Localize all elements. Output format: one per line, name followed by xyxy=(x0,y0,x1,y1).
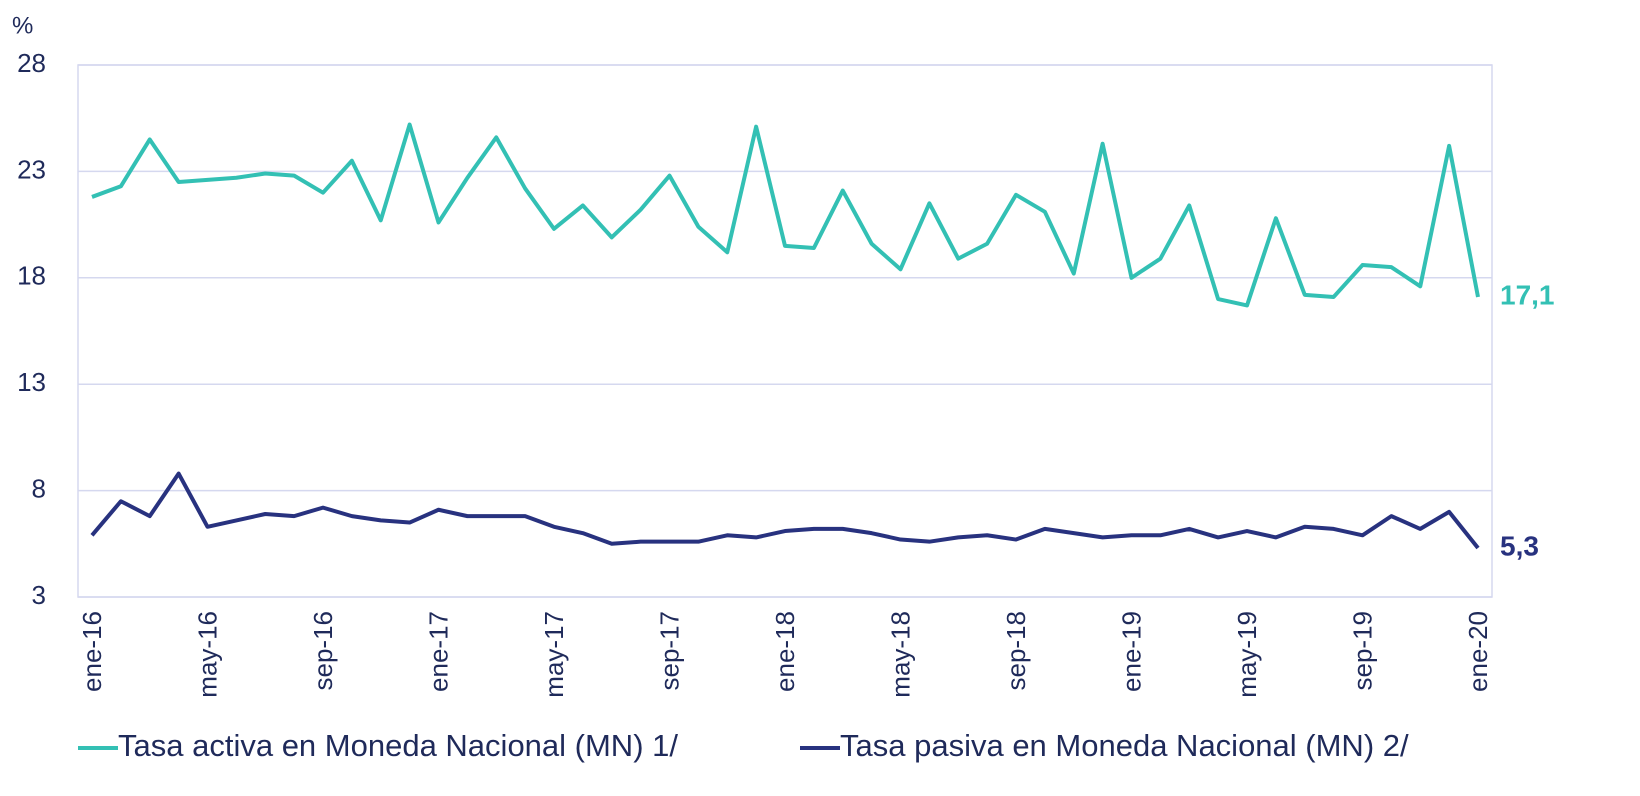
y-tick-label: 28 xyxy=(17,48,46,78)
y-tick-label: 13 xyxy=(17,367,46,397)
legend-label: Tasa pasiva en Moneda Nacional (MN) 2/ xyxy=(840,728,1409,763)
x-tick-label: may-18 xyxy=(885,611,915,698)
y-unit: % xyxy=(12,12,33,39)
x-tick-label: ene-17 xyxy=(423,611,453,692)
x-tick-label: ene-18 xyxy=(770,611,800,692)
x-tick-label: may-17 xyxy=(539,611,569,698)
x-tick-label: may-19 xyxy=(1232,611,1262,698)
x-tick-label: ene-16 xyxy=(77,611,107,692)
y-tick-label: 8 xyxy=(32,473,46,503)
value-label: 5,3 xyxy=(1500,530,1539,561)
x-tick-label: ene-19 xyxy=(1116,611,1146,692)
x-tick-label: sep-18 xyxy=(1001,611,1031,691)
series-line xyxy=(91,122,1480,308)
value-label: 17,1 xyxy=(1500,279,1555,310)
series-line xyxy=(90,471,1480,550)
x-tick-label: may-16 xyxy=(192,611,222,698)
y-tick-label: 3 xyxy=(32,580,46,610)
x-tick-label: sep-17 xyxy=(654,611,684,691)
x-tick-label: ene-20 xyxy=(1463,611,1493,692)
legend-label: Tasa activa en Moneda Nacional (MN) 1/ xyxy=(118,728,678,763)
x-tick-label: sep-19 xyxy=(1347,611,1377,691)
x-tick-label: sep-16 xyxy=(308,611,338,691)
y-tick-label: 23 xyxy=(17,154,46,184)
y-tick-label: 18 xyxy=(17,261,46,291)
